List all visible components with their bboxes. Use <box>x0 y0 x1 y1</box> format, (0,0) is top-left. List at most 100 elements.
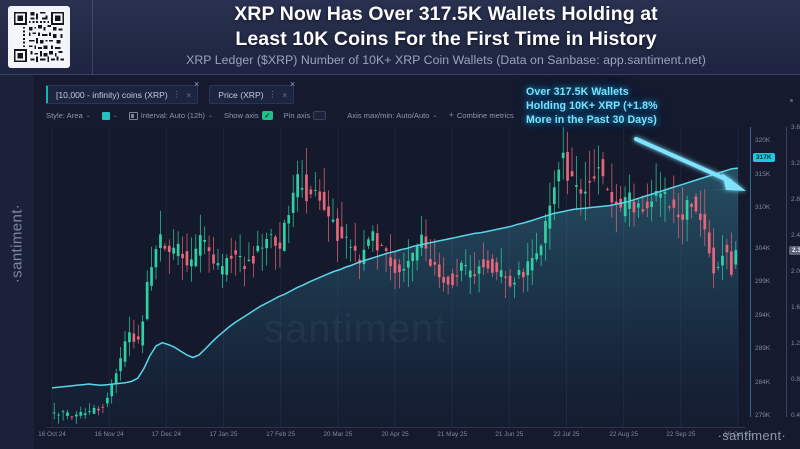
chart-plot-area[interactable] <box>46 127 746 427</box>
candle-body <box>517 270 521 276</box>
x-axis-tick: 20 Mar 25 <box>323 431 353 438</box>
candle-body <box>499 270 503 277</box>
candle-body <box>238 256 242 258</box>
more-options-icon[interactable]: ⋮ <box>268 90 278 99</box>
x-axis-tick: 17 Jan 25 <box>209 431 238 438</box>
qr-code[interactable] <box>8 6 70 68</box>
candle-body <box>274 236 277 246</box>
interval-control[interactable]: Interval: Auto (12h) ⌄ <box>128 111 213 120</box>
axis-tick-label: 294K <box>755 311 771 319</box>
candle-body <box>539 245 543 256</box>
header-divider <box>0 74 800 75</box>
candle-body <box>57 414 60 416</box>
pin-axis-toggle-icon[interactable] <box>313 111 327 120</box>
axis-tick-label: 3.287 <box>791 159 800 167</box>
candle-body <box>172 247 175 254</box>
candle-body <box>402 268 406 271</box>
chevron-down-icon[interactable]: ⌄ <box>85 113 91 119</box>
candle-body <box>106 397 109 404</box>
candle-body <box>579 189 583 194</box>
candle-body <box>473 274 476 277</box>
candle-body <box>721 255 724 266</box>
candle-body <box>491 258 494 273</box>
candle-body <box>614 201 618 205</box>
metric-tab-price[interactable]: Price (XRP) ⋮ × × <box>209 79 295 104</box>
candle-body <box>663 191 667 194</box>
candle-body <box>212 254 215 264</box>
candle-body <box>198 235 202 256</box>
settings-dot-icon[interactable] <box>790 99 793 102</box>
candle-body <box>526 261 530 276</box>
metric-tab-wallets[interactable]: [10,000 - infinity) coins (XRP) ⋮ × × <box>46 79 199 104</box>
metric-tab-wallets-label: [10,000 - infinity) coins (XRP) <box>56 89 168 100</box>
metric-tab-price-label: Price (XRP) <box>218 89 264 100</box>
candle-body <box>154 249 158 268</box>
pin-axis-control[interactable]: Pin axis <box>284 111 327 120</box>
remove-metric-icon[interactable]: × <box>282 89 288 100</box>
candle-body <box>548 205 552 229</box>
x-axis-tick: 22 Sep 25 <box>666 431 696 438</box>
candle-body <box>504 276 507 278</box>
axis-minmax-control[interactable]: Axis max/min: Auto/Auto ⌄ <box>347 111 437 120</box>
candle-body <box>659 193 662 198</box>
candle-body <box>119 358 122 372</box>
candle-body <box>694 196 698 212</box>
candle-body <box>535 253 538 260</box>
checkbox-icon[interactable]: ✓ <box>261 111 273 120</box>
candle-body <box>557 169 561 182</box>
candle-body <box>513 282 516 285</box>
candle-body <box>508 275 512 287</box>
candle-body <box>256 245 260 252</box>
axis-tick-label: 310K <box>755 204 771 212</box>
candle-body <box>411 252 414 261</box>
santiment-rail-brand: ·santiment· <box>8 203 26 284</box>
candle-body <box>606 189 609 190</box>
axis-tick-label: 304K <box>755 244 771 252</box>
candle-body <box>331 219 335 222</box>
candle-body <box>690 203 693 207</box>
candle-body <box>88 411 91 412</box>
x-axis-tick: 16 Oct 24 <box>38 431 66 438</box>
candle-body <box>309 189 313 195</box>
qr-code-image <box>12 10 66 64</box>
combine-metrics-control[interactable]: + Combine metrics <box>448 110 514 121</box>
x-axis-tick: 21 May 25 <box>437 431 468 438</box>
candle-body <box>52 412 56 414</box>
show-axis-control[interactable]: Show axis ✓ <box>224 111 273 120</box>
close-icon[interactable]: × <box>193 79 200 89</box>
candle-body <box>632 201 636 213</box>
wallets-axis[interactable]: 320K 315K 310K 304K 299K 294K 289K 284K 279K 317K <box>750 127 784 427</box>
style-control[interactable]: Style: Area ⌄ <box>46 111 91 120</box>
chevron-down-icon[interactable]: ⌄ <box>207 113 213 119</box>
plus-icon[interactable]: + <box>448 110 454 120</box>
candle-body <box>668 206 671 208</box>
candle-body <box>336 218 339 241</box>
remove-metric-icon[interactable]: × <box>186 89 192 100</box>
candle-body <box>300 188 304 190</box>
x-axis-tick: 22 Aug 25 <box>609 431 639 438</box>
price-axis-line <box>786 127 787 417</box>
candle-body <box>553 187 556 205</box>
price-axis[interactable]: 3.686 3.287 2.887 2.487 2.087 1.688 1.288 0.888… <box>786 124 800 427</box>
candle-body <box>327 206 330 217</box>
candle-body <box>269 234 273 236</box>
color-control[interactable]: ⌄ <box>101 111 118 120</box>
santiment-logo: ·santiment· <box>717 428 786 443</box>
candle-body <box>623 197 627 217</box>
candle-body <box>305 174 308 202</box>
chevron-down-icon[interactable]: ⌄ <box>112 113 118 119</box>
axis-tick-label: 0.888 <box>791 376 800 384</box>
candle-body <box>296 174 299 198</box>
header-vertical-divider <box>92 0 93 75</box>
candle-body <box>464 265 468 267</box>
close-icon[interactable]: × <box>289 79 296 89</box>
x-axis: 16 Oct 24 16 Nov 24 17 Dec 24 17 Jan 25 17 F… <box>38 427 752 441</box>
chart-annotation: Over 317.5K Wallets Holding 10K+ XRP (+1… <box>526 86 741 128</box>
page-title: XRP Now Has Over 317.5K Wallets Holding … <box>96 2 796 52</box>
candle-body <box>344 236 348 238</box>
candle-body <box>92 407 96 414</box>
more-options-icon[interactable]: ⋮ <box>172 90 182 99</box>
candle-body <box>486 260 490 269</box>
chevron-down-icon[interactable]: ⌄ <box>432 113 438 119</box>
candle-body <box>83 413 87 416</box>
